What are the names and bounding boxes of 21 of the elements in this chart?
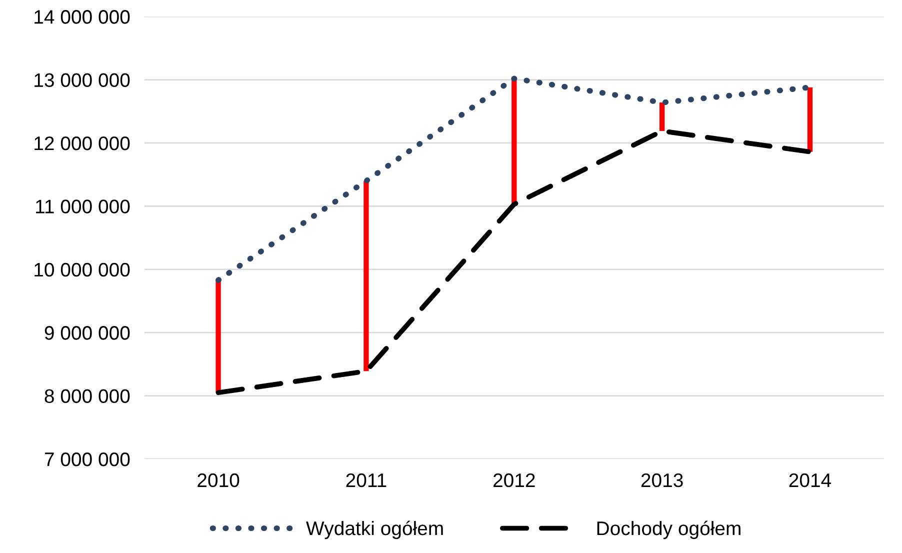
- y-tick-label: 9 000 000: [44, 326, 130, 340]
- y-tick-label: 10 000 000: [34, 262, 130, 277]
- y-tick-label: 11 000 000: [36, 200, 130, 214]
- y-tick-label: 14 000 000: [34, 10, 130, 24]
- x-tick-label: 2010: [198, 473, 240, 488]
- y-tick-label: 12 000 000: [34, 136, 130, 150]
- line-series: [216, 128, 812, 396]
- legend-label: Dochody ogółem: [597, 520, 740, 540]
- bar: [512, 78, 517, 204]
- legend-label: Wydatki ogółem: [306, 520, 443, 540]
- x-tick-label: 2013: [641, 473, 683, 488]
- x-tick-label: 2014: [789, 473, 832, 488]
- bar: [364, 180, 369, 372]
- bar: [216, 280, 221, 393]
- y-tick-label: 7 000 000: [44, 452, 130, 466]
- x-tick-label: 2011: [346, 473, 386, 488]
- x-tick-label: 2012: [493, 473, 535, 488]
- bar: [807, 87, 813, 152]
- y-tick-label: 13 000 000: [34, 73, 130, 88]
- bar: [659, 102, 665, 131]
- y-tick-label: 8 000 000: [44, 389, 130, 404]
